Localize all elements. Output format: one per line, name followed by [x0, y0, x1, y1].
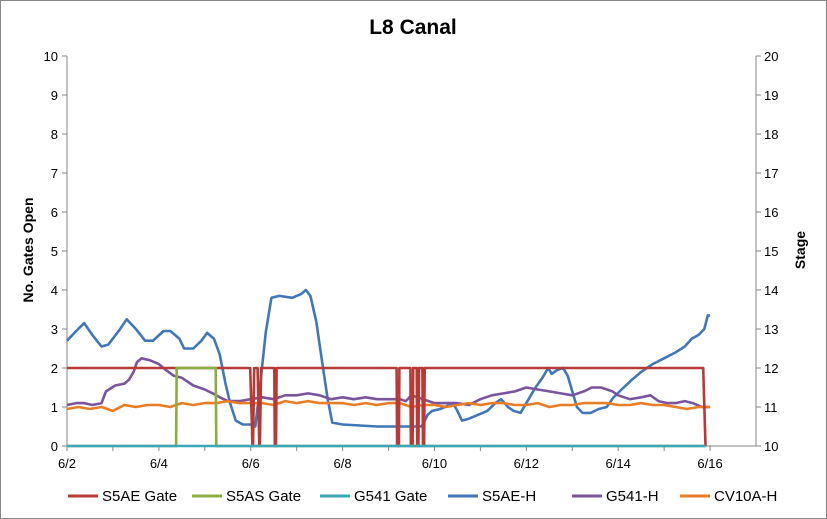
legend-label: S5AE Gate	[102, 488, 177, 505]
legend-label: G541-H	[606, 488, 659, 505]
legend-label: S5AS Gate	[226, 488, 301, 505]
series-line-cv10a-h	[66, 399, 711, 413]
y-right-tick-label: 13	[764, 322, 778, 337]
chart-title: L8 Canal	[369, 16, 457, 39]
y-left-tick-label: 8	[51, 127, 58, 142]
y-right-tick-label: 11	[764, 400, 778, 415]
x-tick-label: 6/12	[514, 456, 539, 471]
y-left-tick-label: 2	[51, 361, 58, 376]
x-tick-label: 6/6	[242, 456, 260, 471]
y-left-tick-label: 4	[51, 283, 58, 298]
y-axis-left-title: No. Gates Open	[20, 197, 36, 302]
x-tick-label: 6/14	[606, 456, 631, 471]
legend: S5AE Gate S5AS Gate G541 Gate S5AE-H G541-H C…	[68, 488, 777, 505]
y-right-tick-label: 16	[764, 205, 778, 220]
legend-label: CV10A-H	[714, 488, 777, 505]
series-line-g541-h	[66, 357, 711, 409]
x-tick-label: 6/16	[697, 456, 722, 471]
y-axis-right-title: Stage	[792, 231, 808, 269]
series-line-s5ae-gate	[67, 366, 707, 448]
x-tick-label: 6/8	[334, 456, 352, 471]
y-left-tick-label: 6	[51, 205, 58, 220]
y-right-tick-label: 20	[764, 49, 778, 64]
y-left-tick-label: 3	[51, 322, 58, 337]
y-right-tick-label: 18	[764, 127, 778, 142]
x-tick-label: 6/2	[58, 456, 76, 471]
y-left-tick-label: 0	[51, 439, 58, 454]
y-right-tick-label: 10	[764, 439, 778, 454]
y-right-tick-label: 14	[764, 283, 778, 298]
y-left-tick-label: 5	[51, 244, 58, 259]
y-left-tick-label: 1	[51, 400, 58, 415]
y-right-tick-label: 12	[764, 361, 778, 376]
y-left-tick-label: 10	[44, 49, 58, 64]
series-line-s5as-gate	[67, 366, 706, 448]
legend-label: S5AE-H	[482, 488, 536, 505]
x-tick-label: 6/10	[422, 456, 447, 471]
y-right-tick-label: 17	[764, 166, 778, 181]
y-left-tick-label: 7	[51, 166, 58, 181]
x-tick-label: 6/4	[150, 456, 168, 471]
y-right-tick-label: 19	[764, 88, 778, 103]
legend-label: G541 Gate	[354, 488, 427, 505]
y-left-tick-label: 9	[51, 88, 58, 103]
y-right-tick-label: 15	[764, 244, 778, 259]
